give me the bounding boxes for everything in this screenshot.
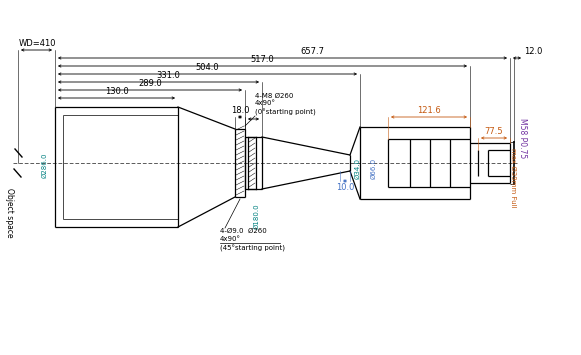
- Text: Object space: Object space: [5, 188, 13, 238]
- Text: max Ø39mm Full: max Ø39mm Full: [510, 148, 516, 208]
- Text: 4-Ø9.0  Ø260
4x90°
(45°starting point): 4-Ø9.0 Ø260 4x90° (45°starting point): [220, 228, 285, 251]
- Text: Ø34.0: Ø34.0: [355, 158, 361, 179]
- Text: 289.0: 289.0: [138, 79, 162, 88]
- Text: 10.0: 10.0: [336, 183, 354, 192]
- Text: 130.0: 130.0: [105, 87, 128, 96]
- Text: 517.0: 517.0: [250, 55, 274, 64]
- Text: M58 P0.75: M58 P0.75: [518, 118, 526, 158]
- Text: 657.7: 657.7: [300, 47, 325, 56]
- Text: 12.0: 12.0: [524, 47, 543, 56]
- Text: 504.0: 504.0: [196, 63, 219, 72]
- Text: Ø180.0: Ø180.0: [254, 203, 260, 229]
- Text: 121.6: 121.6: [417, 106, 441, 115]
- Text: 4-M8 Ø260
4x90°
(0°starting point): 4-M8 Ø260 4x90° (0°starting point): [255, 93, 315, 116]
- Text: 77.5: 77.5: [485, 127, 503, 136]
- Text: Ø66.0: Ø66.0: [371, 158, 377, 179]
- Text: Ø286.0: Ø286.0: [42, 153, 48, 179]
- Text: WD=410: WD=410: [19, 39, 56, 48]
- Text: 18.0: 18.0: [231, 106, 249, 115]
- Text: 331.0: 331.0: [156, 71, 181, 80]
